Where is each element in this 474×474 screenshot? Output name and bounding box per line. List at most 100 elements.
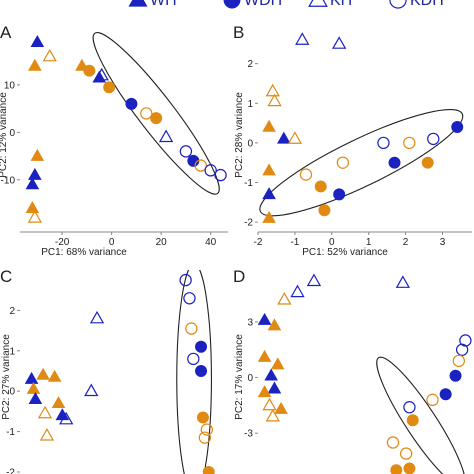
data-point-triangle [92, 70, 107, 83]
data-point-triangle [290, 284, 305, 298]
data-point-triangle [25, 177, 40, 190]
data-point-circle [377, 136, 390, 150]
data-point-circle [187, 352, 200, 366]
data-point-triangle [27, 210, 43, 223]
data-point-triangle [262, 119, 276, 132]
cluster-ellipse [259, 108, 464, 217]
data-point-triangle [30, 35, 45, 47]
y-tick-label: -1 [6, 427, 15, 438]
data-point-circle [185, 322, 198, 335]
data-point-triangle [262, 210, 276, 223]
y-axis-label: PC2: 17% variance [234, 334, 245, 420]
data-point-circle [103, 81, 116, 94]
legend-marker-kdh [389, 0, 407, 9]
data-point-circle [403, 136, 416, 150]
x-tick-label: 20 [156, 237, 168, 248]
legend-label: KDH [410, 0, 444, 9]
data-point-circle [179, 273, 192, 287]
data-point-triangle [306, 273, 322, 287]
data-point-triangle [265, 83, 280, 97]
data-point-triangle [262, 163, 276, 176]
y-tick-label: -2 [244, 218, 253, 229]
x-axis-label: PC1: 68% variance [41, 247, 127, 258]
data-point-circle [388, 156, 401, 169]
x-tick-label: 3 [440, 237, 446, 248]
legend-item-kdh: KDH [389, 0, 444, 9]
y-tick-label: 0 [9, 387, 15, 398]
panel-letter: C [0, 267, 12, 286]
data-point-circle [196, 411, 209, 424]
legend-marker-wh [128, 0, 148, 7]
plot-area [24, 270, 215, 474]
data-point-triangle [264, 368, 278, 381]
data-point-triangle [59, 411, 74, 425]
panel-a: A -10 0 10 -20 0 20 40 PC1: 68% variance PC2: 12%… [0, 23, 228, 258]
data-point-circle [299, 168, 313, 181]
data-point-triangle [267, 318, 282, 331]
data-point-circle [451, 121, 464, 134]
x-tick-label: 0 [329, 237, 335, 248]
panel-letter: B [233, 23, 244, 42]
y-tick-label: 0 [9, 128, 15, 139]
legend-marker-kh [308, 0, 328, 7]
data-point-triangle [89, 310, 105, 324]
y-tick-label: -1 [244, 178, 253, 189]
data-point-circle [183, 292, 196, 305]
data-point-circle [195, 365, 208, 377]
data-point-triangle [274, 401, 288, 414]
data-point-circle [336, 156, 350, 169]
data-point-triangle [267, 381, 282, 394]
legend-label: WDH [244, 0, 282, 9]
x-tick-label: -20 [55, 237, 70, 248]
y-tick-label: 10 [4, 80, 16, 91]
legend-marker-wdh [223, 0, 241, 9]
data-point-circle [200, 423, 213, 436]
data-point-triangle [42, 48, 57, 62]
data-point-triangle [24, 371, 39, 384]
y-tick-label: 2 [247, 59, 253, 70]
y-axis-label: PC2: 28% variance [234, 92, 245, 178]
x-tick-label: 2 [403, 237, 409, 248]
data-point-triangle [265, 408, 280, 422]
data-point-triangle [36, 367, 50, 380]
y-tick-label: -10 [1, 175, 16, 186]
data-point-circle [202, 466, 215, 474]
data-point-triangle [262, 397, 277, 411]
data-point-circle [421, 156, 434, 169]
data-point-circle [83, 64, 96, 77]
data-point-circle [214, 168, 227, 182]
data-point-circle [198, 431, 212, 444]
data-point-triangle [84, 383, 99, 397]
data-point-circle [426, 393, 439, 406]
data-point-circle [452, 354, 466, 368]
y-tick-label: 2 [9, 306, 15, 317]
data-point-circle [140, 107, 153, 120]
data-point-circle [439, 388, 452, 401]
data-point-circle [449, 369, 462, 382]
data-point-triangle [295, 32, 310, 45]
data-point-circle [204, 164, 217, 177]
cluster-ellipse [376, 356, 466, 474]
legend-label: KH [330, 0, 352, 9]
data-point-triangle [395, 275, 411, 288]
x-tick-label: -1 [290, 237, 299, 248]
plot-area [259, 32, 464, 223]
y-axis-label: PC2: 12% variance [0, 92, 9, 178]
data-point-triangle [258, 312, 272, 325]
data-point-triangle [51, 396, 66, 409]
data-point-triangle [332, 36, 347, 49]
data-point-circle [403, 401, 416, 414]
y-tick-label: 1 [247, 99, 253, 110]
data-point-circle [455, 343, 469, 356]
plot-area [258, 273, 472, 474]
data-point-triangle [262, 187, 276, 200]
data-point-circle [125, 97, 138, 110]
legend-item-wh: WH [128, 0, 177, 9]
data-point-circle [399, 447, 413, 460]
data-point-circle [406, 414, 419, 427]
data-point-triangle [267, 93, 282, 107]
data-point-circle [333, 188, 346, 201]
data-point-triangle [37, 405, 53, 419]
